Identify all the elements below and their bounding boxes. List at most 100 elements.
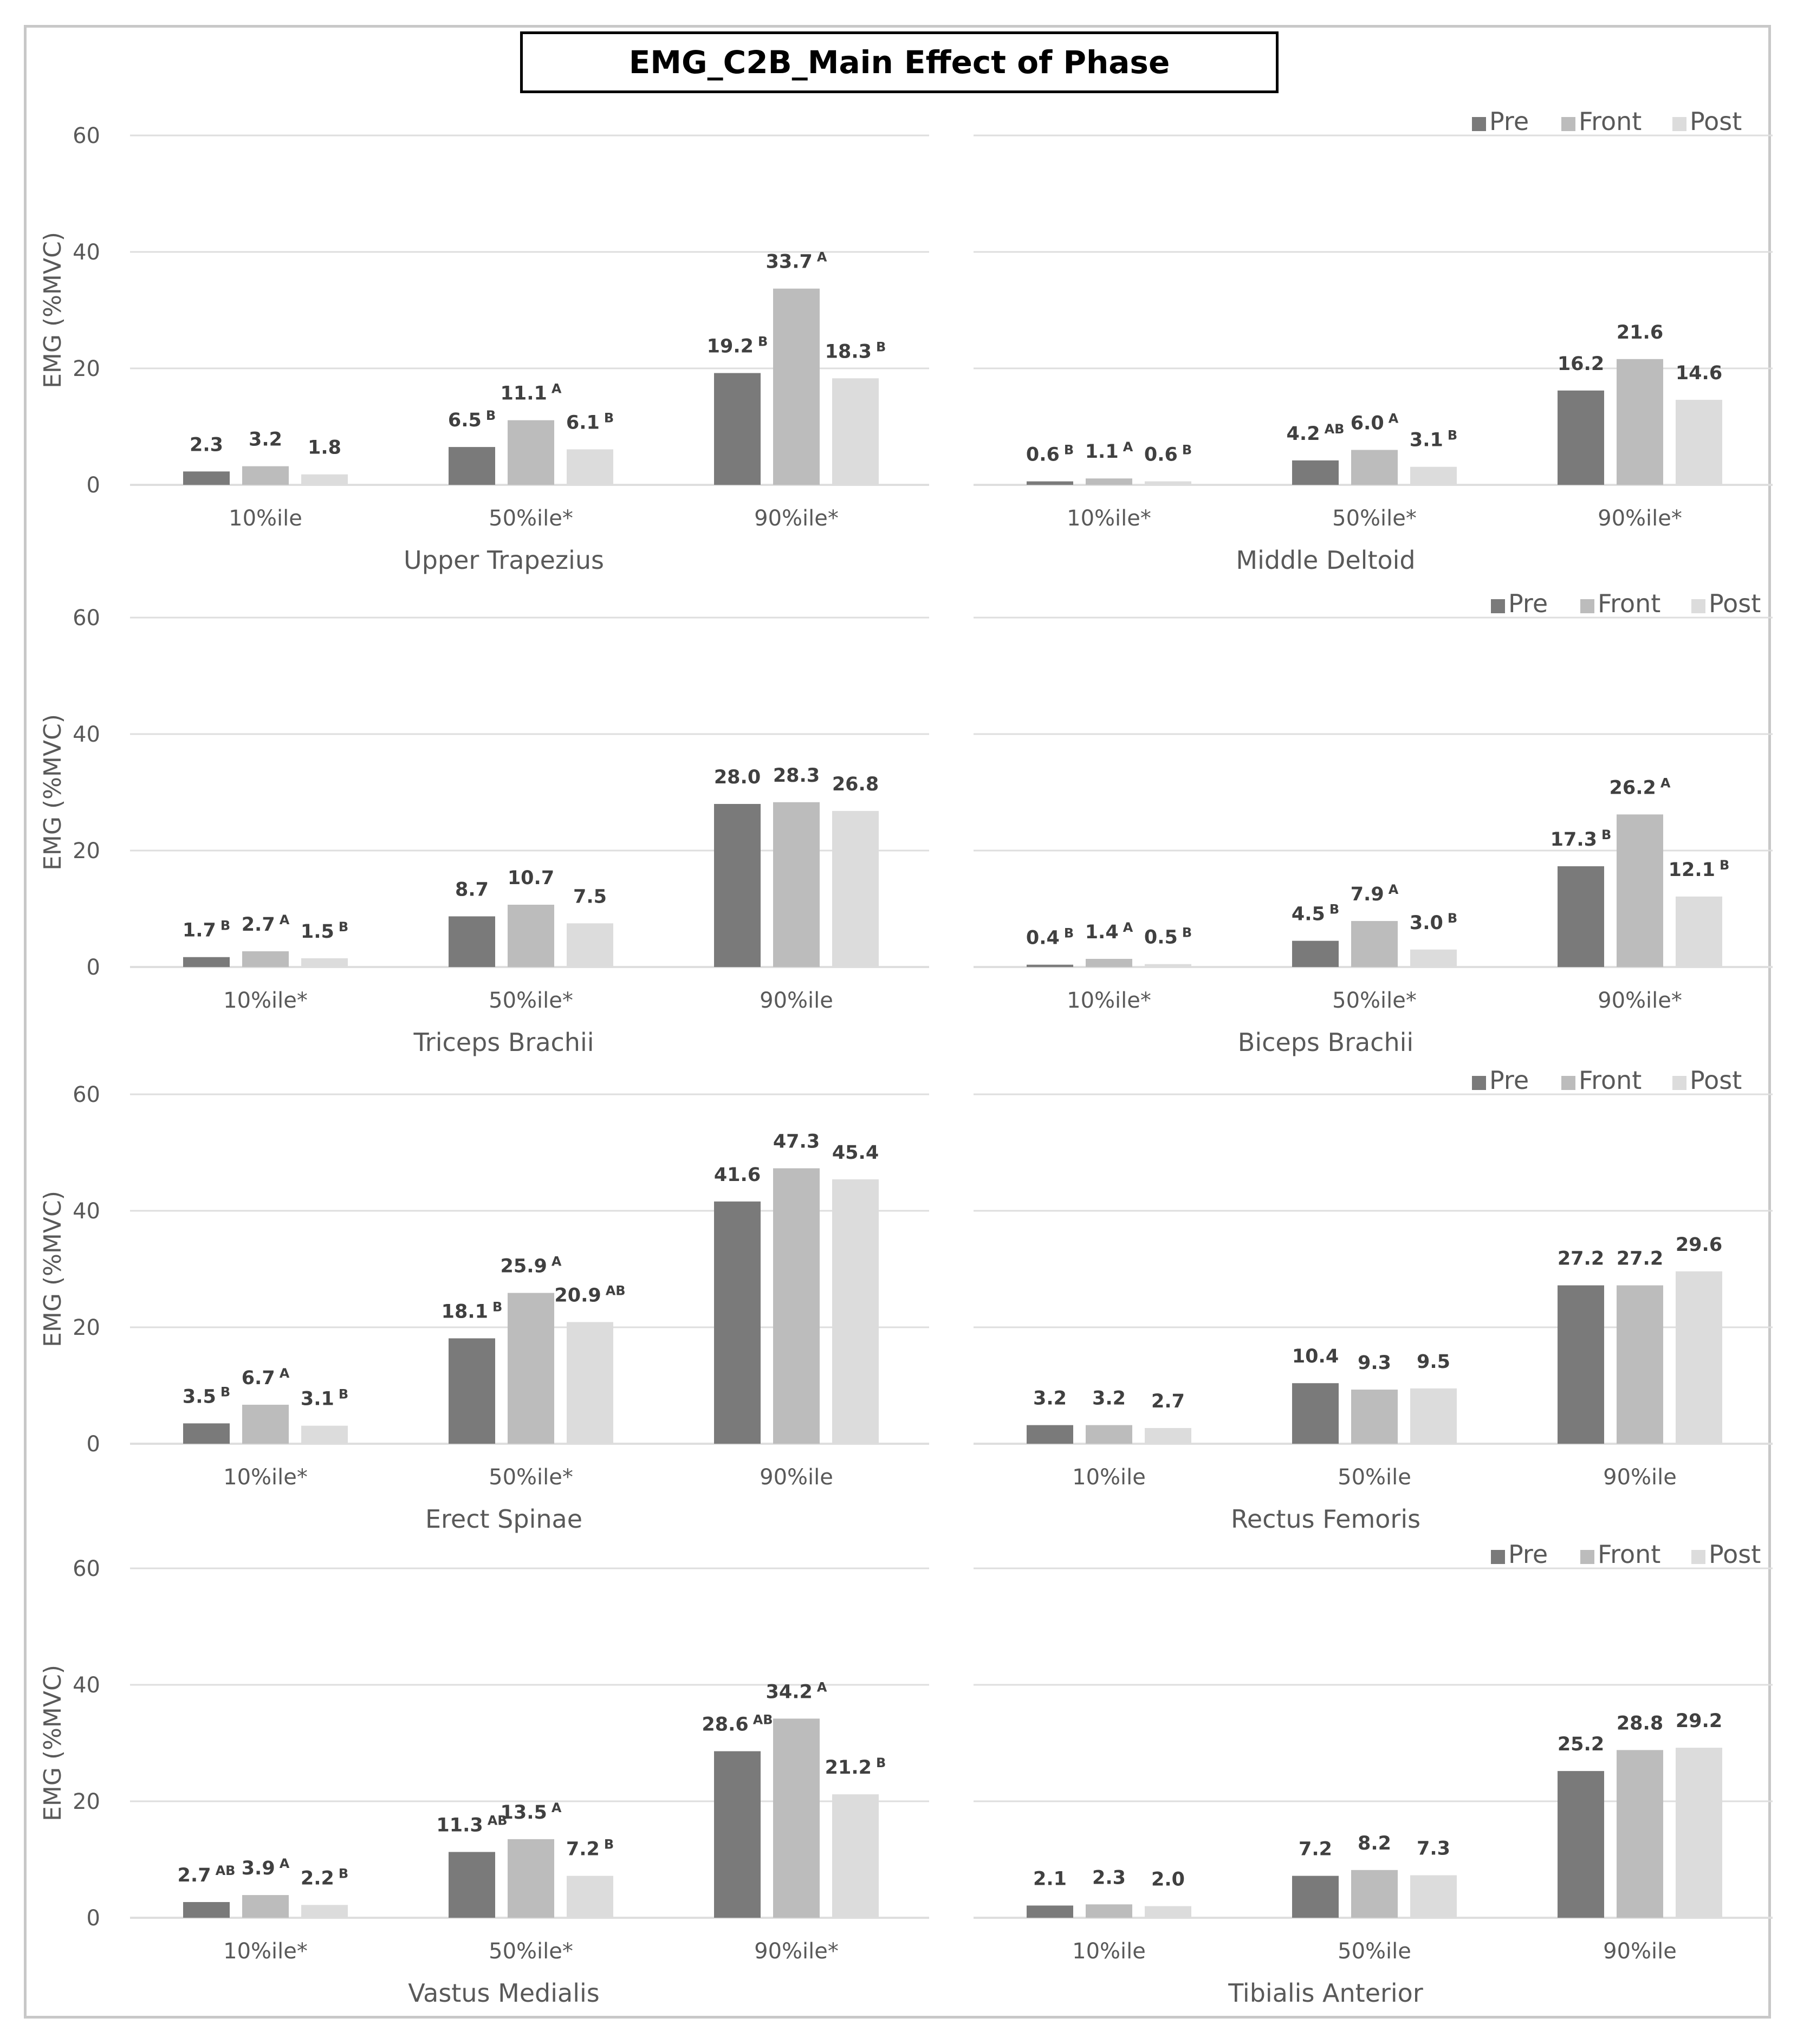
- chart-8-bar-front: [1086, 1904, 1132, 1918]
- chart-3-y-axis-title: EMG (%MVC): [39, 714, 67, 871]
- chart-5-y-tick-label: 20: [73, 1315, 100, 1340]
- chart-8-data-label: 7.2: [1299, 1839, 1332, 1860]
- chart-6-bar-pre: [1292, 1383, 1339, 1444]
- chart-1-data-label: 6.1 B: [566, 410, 614, 433]
- chart-5-data-label: 6.7 A: [242, 1366, 290, 1389]
- chart-7-data-label: 2.7 AB: [178, 1863, 236, 1886]
- chart-1-bar-post: [832, 378, 879, 485]
- chart-6-panel-title: Rectus Femoris: [1231, 1504, 1420, 1534]
- chart-7-data-label: 2.2 B: [301, 1866, 348, 1889]
- chart-8-bar-post: [1676, 1748, 1722, 1918]
- chart-7-data-label: 13.5 A: [501, 1800, 562, 1824]
- chart-1-bar-front: [242, 466, 289, 485]
- chart-4-bar-pre: [1558, 866, 1604, 967]
- chart-7-bar-front: [242, 1895, 289, 1918]
- chart-6-data-label: 2.7: [1151, 1391, 1185, 1412]
- chart-7-panel-title: Vastus Medialis: [408, 1978, 600, 2008]
- chart-5-bar-front: [242, 1404, 289, 1444]
- chart-4-data-label: 26.2 A: [1610, 775, 1671, 799]
- chart-6-data-label: 3.2: [1033, 1388, 1067, 1410]
- chart-1-x-tick-label: 90%ile*: [754, 506, 839, 531]
- chart-4-bar-front: [1086, 958, 1132, 967]
- chart-4-legend-swatch-post: [1691, 599, 1705, 613]
- chart-8-data-label: 25.2: [1558, 1734, 1604, 1755]
- chart-4-x-tick-label: 90%ile*: [1598, 988, 1682, 1013]
- chart-2-data-label: 21.6: [1617, 322, 1663, 343]
- chart-3-x-tick-label: 90%ile: [760, 988, 833, 1013]
- chart-6-data-label: 29.6: [1676, 1234, 1722, 1256]
- chart-7-bar-pre: [183, 1902, 230, 1918]
- chart-3-data-label: 7.5: [573, 886, 607, 907]
- chart-4-data-label: 0.5 B: [1144, 925, 1192, 949]
- chart-2-bar-post: [1410, 466, 1457, 485]
- chart-5-data-label: 18.1 B: [442, 1299, 503, 1322]
- chart-3-bar-front: [508, 904, 554, 967]
- chart-5-y-tick-label: 40: [73, 1199, 100, 1224]
- chart-3-bar-front: [242, 951, 289, 967]
- chart-6-x-tick-label: 50%ile: [1338, 1465, 1411, 1490]
- chart-4-data-label: 7.9 A: [1351, 882, 1399, 905]
- chart-8-x-tick-label: 90%ile: [1603, 1939, 1677, 1964]
- chart-1-bar-pre: [183, 471, 230, 485]
- chart-4-panel-title: Biceps Brachii: [1238, 1028, 1413, 1057]
- chart-3-bar-post: [567, 923, 613, 967]
- chart-1-bar-front: [773, 288, 820, 485]
- chart-3-bar-pre: [183, 957, 230, 967]
- chart-4-legend-swatch-pre: [1491, 599, 1505, 613]
- chart-6-bar-post: [1676, 1271, 1722, 1444]
- chart-3-data-label: 28.0: [714, 767, 761, 788]
- chart-1-y-tick-label: 40: [73, 240, 100, 265]
- chart-2-data-label: 6.0 A: [1351, 411, 1399, 434]
- chart-5-data-label: 47.3: [773, 1131, 820, 1153]
- chart-7-bar-post: [301, 1905, 348, 1918]
- chart-5-bar-pre: [449, 1338, 495, 1444]
- chart-8-legend-swatch-pre: [1491, 1550, 1505, 1564]
- chart-2-legend-label-post: Post: [1690, 107, 1742, 136]
- chart-8-bar-front: [1617, 1750, 1663, 1918]
- chart-7-data-label: 11.3 AB: [436, 1813, 507, 1837]
- chart-5-data-label: 20.9 AB: [554, 1283, 625, 1306]
- chart-3-bar-post: [301, 958, 348, 967]
- chart-2-bar-post: [1676, 400, 1722, 485]
- chart-1-y-tick-label: 20: [73, 356, 100, 381]
- chart-5-data-label: 3.1 B: [301, 1387, 348, 1410]
- chart-2-legend-swatch-front: [1561, 117, 1575, 131]
- chart-2-bar-pre: [1558, 390, 1604, 485]
- chart-1-bar-pre: [714, 373, 761, 485]
- chart-3-x-tick-label: 10%ile*: [223, 988, 308, 1013]
- chart-1-data-label: 18.3 B: [825, 339, 886, 362]
- chart-4-bar-pre: [1292, 940, 1339, 967]
- chart-4-bar-front: [1351, 921, 1398, 967]
- chart-2-bar-front: [1351, 450, 1398, 485]
- chart-2-data-label: 0.6 B: [1026, 443, 1074, 466]
- chart-2-legend-swatch-pre: [1472, 117, 1486, 131]
- chart-3-data-label: 28.3: [773, 765, 820, 787]
- chart-4-bar-front: [1617, 814, 1663, 967]
- chart-8-data-label: 2.1: [1033, 1868, 1067, 1890]
- chart-3-data-label: 2.7 A: [242, 912, 290, 936]
- chart-3-data-label: 10.7: [508, 867, 554, 889]
- chart-8-bar-pre: [1027, 1905, 1073, 1918]
- chart-4-bar-post: [1676, 896, 1722, 967]
- chart-4-legend-label-front: Front: [1598, 589, 1660, 618]
- chart-6-data-label: 9.3: [1358, 1352, 1391, 1374]
- chart-4-data-label: 12.1 B: [1669, 858, 1730, 881]
- chart-7-data-label: 28.6 AB: [702, 1712, 773, 1736]
- chart-6-legend-label-post: Post: [1690, 1066, 1742, 1095]
- chart-5-x-tick-label: 90%ile: [760, 1465, 833, 1490]
- chart-5-data-label: 3.5 B: [183, 1384, 230, 1407]
- chart-6-bar-front: [1086, 1425, 1132, 1444]
- chart-6-bar-post: [1410, 1388, 1457, 1444]
- chart-8-data-label: 2.3: [1092, 1867, 1126, 1889]
- chart-2-x-tick-label: 50%ile*: [1332, 506, 1417, 531]
- chart-1-data-label: 1.8: [308, 437, 341, 459]
- chart-4-data-label: 0.4 B: [1026, 926, 1074, 949]
- chart-4-data-label: 17.3 B: [1551, 827, 1612, 851]
- chart-7-bar-post: [567, 1876, 613, 1918]
- chart-1-x-tick-label: 50%ile*: [489, 506, 573, 531]
- chart-7-bar-post: [832, 1794, 879, 1918]
- chart-2-bar-front: [1617, 359, 1663, 485]
- chart-3-panel-title: Triceps Brachii: [413, 1028, 594, 1057]
- chart-6-bar-front: [1351, 1390, 1398, 1444]
- chart-6-bar-front: [1617, 1285, 1663, 1444]
